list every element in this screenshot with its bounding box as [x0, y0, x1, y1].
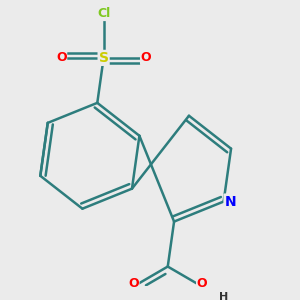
Text: O: O [196, 277, 207, 290]
Text: O: O [141, 51, 151, 64]
Text: O: O [128, 277, 139, 290]
Text: N: N [224, 195, 236, 208]
Text: O: O [56, 51, 67, 64]
Text: S: S [99, 51, 109, 65]
Text: H: H [219, 292, 228, 300]
Text: Cl: Cl [97, 8, 110, 20]
